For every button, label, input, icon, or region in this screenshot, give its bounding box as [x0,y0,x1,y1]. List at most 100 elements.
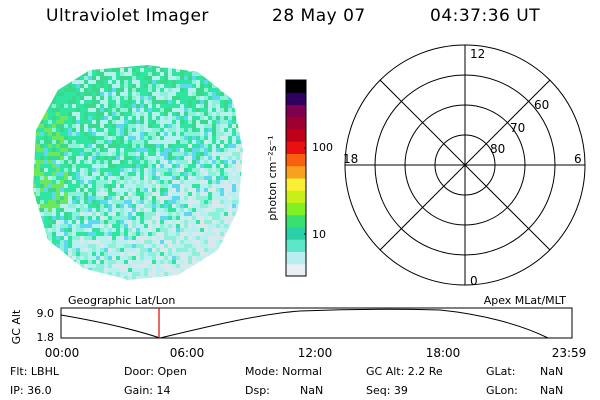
uv-pixel [84,156,88,160]
uv-pixel [44,280,48,284]
uv-pixel [204,232,208,236]
uv-pixel [120,176,124,180]
uv-pixel [96,200,100,204]
uv-pixel [80,240,84,244]
uv-pixel [200,168,204,172]
uv-pixel [200,144,204,148]
uv-pixel [60,236,64,240]
uv-pixel [164,240,168,244]
uv-pixel [88,112,92,116]
uv-pixel [164,244,168,248]
uv-pixel [44,120,48,124]
uv-pixel [184,68,188,72]
uv-pixel [108,84,112,88]
uv-pixel [36,180,40,184]
uv-pixel [216,228,220,232]
uv-pixel [28,240,32,244]
uv-pixel [116,248,120,252]
uv-pixel [228,220,232,224]
uv-pixel [168,104,172,108]
uv-pixel [80,168,84,172]
uv-pixel [152,112,156,116]
uv-pixel [40,80,44,84]
uv-pixel [116,140,120,144]
uv-pixel [148,140,152,144]
uv-pixel [132,156,136,160]
uv-pixel [212,204,216,208]
uv-pixel [72,76,76,80]
uv-pixel [240,196,243,200]
uv-pixel [88,72,92,76]
uv-pixel [40,248,44,252]
uv-pixel [64,92,68,96]
uv-pixel [172,108,176,112]
clock-label-18: 18 [343,152,358,166]
uv-pixel [168,120,172,124]
uv-pixel [84,128,88,132]
uv-pixel [164,256,168,260]
uv-pixel [52,152,56,156]
uv-pixel [104,272,108,276]
uv-pixel [228,276,232,280]
uv-pixel [224,180,228,184]
uv-pixel [212,248,216,252]
uv-pixel [224,240,228,244]
uv-pixel [228,208,232,212]
uv-pixel [72,168,76,172]
uv-pixel [116,84,120,88]
uv-pixel [48,152,52,156]
uv-pixel [48,60,52,64]
uv-pixel [152,172,156,176]
uv-pixel [144,164,148,168]
uv-pixel [88,268,92,272]
uv-pixel [220,220,224,224]
uv-pixel [116,264,120,268]
uv-pixel [148,124,152,128]
uv-pixel [88,60,92,64]
uv-pixel [44,208,48,212]
uv-pixel [188,188,192,192]
uv-pixel [232,164,236,168]
uv-pixel [148,132,152,136]
uv-pixel [224,192,228,196]
uv-pixel [132,104,136,108]
uv-pixel [124,192,128,196]
uv-pixel [72,160,76,164]
uv-pixel [52,264,56,268]
uv-pixel [232,60,236,64]
uv-pixel [96,180,100,184]
uv-pixel [136,172,140,176]
uv-pixel [208,112,212,116]
uv-pixel [244,160,248,164]
uv-pixel [240,116,243,120]
uv-pixel [212,84,216,88]
info-glon-label: GLon: [486,384,518,397]
uv-pixel [172,80,176,84]
uv-pixel [92,124,96,128]
uv-pixel [116,180,120,184]
uv-pixel [68,140,72,144]
uv-pixel [88,200,92,204]
uv-pixel [44,128,48,132]
uv-pixel [84,152,88,156]
uv-pixel [148,208,152,212]
uv-pixel [40,84,44,88]
uv-pixel [232,84,236,88]
uv-pixel [128,280,132,284]
uv-pixel [80,76,84,80]
uv-pixel [160,160,164,164]
uv-pixel [244,216,248,220]
uv-pixel [104,192,108,196]
uv-pixel [216,276,220,280]
uv-pixel [132,148,136,152]
uv-pixel [48,160,52,164]
uv-pixel [212,272,216,276]
uv-pixel [196,96,200,100]
uv-pixel [136,60,140,64]
uv-pixel [140,216,144,220]
uv-pixel [52,200,56,204]
uv-pixel [236,68,240,72]
uv-pixel [104,212,108,216]
uv-pixel [104,172,108,176]
uv-pixel [176,80,180,84]
